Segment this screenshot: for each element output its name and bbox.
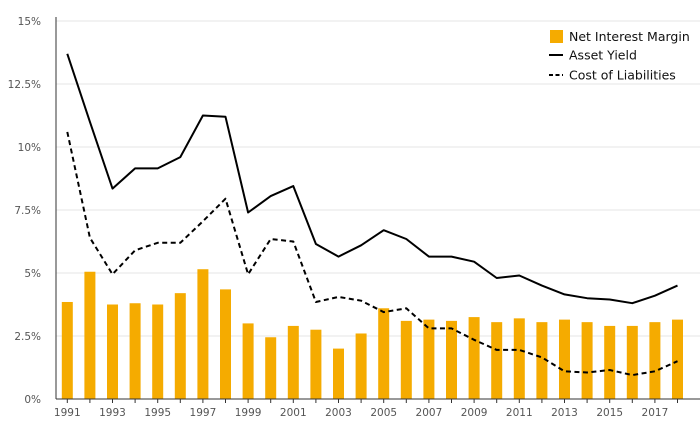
- grid-lines: [56, 20, 700, 337]
- legend-label-net-interest-margin: Net Interest Margin: [569, 29, 690, 44]
- bar-2017: [649, 322, 661, 399]
- bar-2010: [491, 322, 503, 399]
- bar-1993: [107, 304, 118, 399]
- bar-2005: [378, 308, 390, 399]
- bar-2014: [581, 322, 593, 399]
- y-tick-label: 5%: [24, 268, 41, 280]
- x-tick-label: 1997: [190, 407, 217, 419]
- lines: [66, 53, 678, 377]
- x-tick-label: 2017: [642, 407, 669, 419]
- bar-2006: [400, 320, 412, 399]
- x-tick-label: 2015: [596, 407, 623, 419]
- bar-2000: [265, 337, 277, 399]
- bar-1994: [129, 303, 141, 399]
- x-tick-label: 2005: [370, 407, 397, 419]
- x-tick-label: 2013: [551, 407, 578, 419]
- x-tick-label: 2007: [416, 407, 443, 419]
- y-tick-label: 7.5%: [14, 205, 41, 217]
- bar-2007: [423, 319, 435, 399]
- x-tick-label: 2011: [506, 407, 533, 419]
- bar-1991: [61, 301, 73, 399]
- bar-1999: [242, 323, 254, 399]
- bar-2012: [536, 322, 548, 399]
- y-tick-label: 12.5%: [8, 79, 41, 91]
- bars-net-interest-margin: [61, 269, 683, 399]
- bar-2002: [310, 329, 322, 399]
- x-tick-label: 1995: [144, 407, 171, 419]
- bar-2018: [672, 319, 683, 399]
- bar-2011: [513, 318, 525, 399]
- bar-1996: [174, 293, 186, 399]
- bar-2008: [446, 320, 457, 399]
- bar-1998: [220, 289, 231, 399]
- line-cost-of-liabilities: [66, 131, 678, 377]
- y-tick-label: 2.5%: [14, 331, 41, 343]
- legend-swatch-net-interest-margin: [550, 30, 563, 43]
- bar-2009: [468, 317, 480, 399]
- y-tick-label: 15%: [18, 16, 41, 28]
- y-tick-label: 10%: [18, 142, 41, 154]
- bar-2001: [287, 325, 299, 399]
- bar-2016: [626, 325, 638, 399]
- x-tick-label: 2001: [280, 407, 307, 419]
- legend-label-asset-yield: Asset Yield: [569, 48, 637, 63]
- legend: Net Interest Margin Asset Yield Cost of …: [549, 29, 690, 83]
- x-tick-label: 1993: [99, 407, 126, 419]
- bar-1992: [84, 271, 96, 399]
- bar-1997: [197, 269, 209, 399]
- x-tick-label: 2003: [325, 407, 352, 419]
- line-asset-yield: [66, 53, 678, 305]
- bar-2015: [604, 325, 616, 399]
- bar-2013: [559, 319, 570, 399]
- y-tick-label: 0%: [24, 394, 41, 406]
- x-tick-label: 1999: [235, 407, 262, 419]
- bar-2003: [333, 348, 344, 399]
- bar-2004: [355, 333, 367, 399]
- bar-1995: [152, 304, 164, 399]
- axes: 0% 2.5% 5% 7.5% 10% 12.5% 15% 1991 1993 1995 1997 1…: [8, 16, 700, 419]
- x-tick-label: 2009: [461, 407, 488, 419]
- legend-label-cost-of-liabilities: Cost of Liabilities: [569, 68, 676, 83]
- x-tick-label: 1991: [54, 407, 81, 419]
